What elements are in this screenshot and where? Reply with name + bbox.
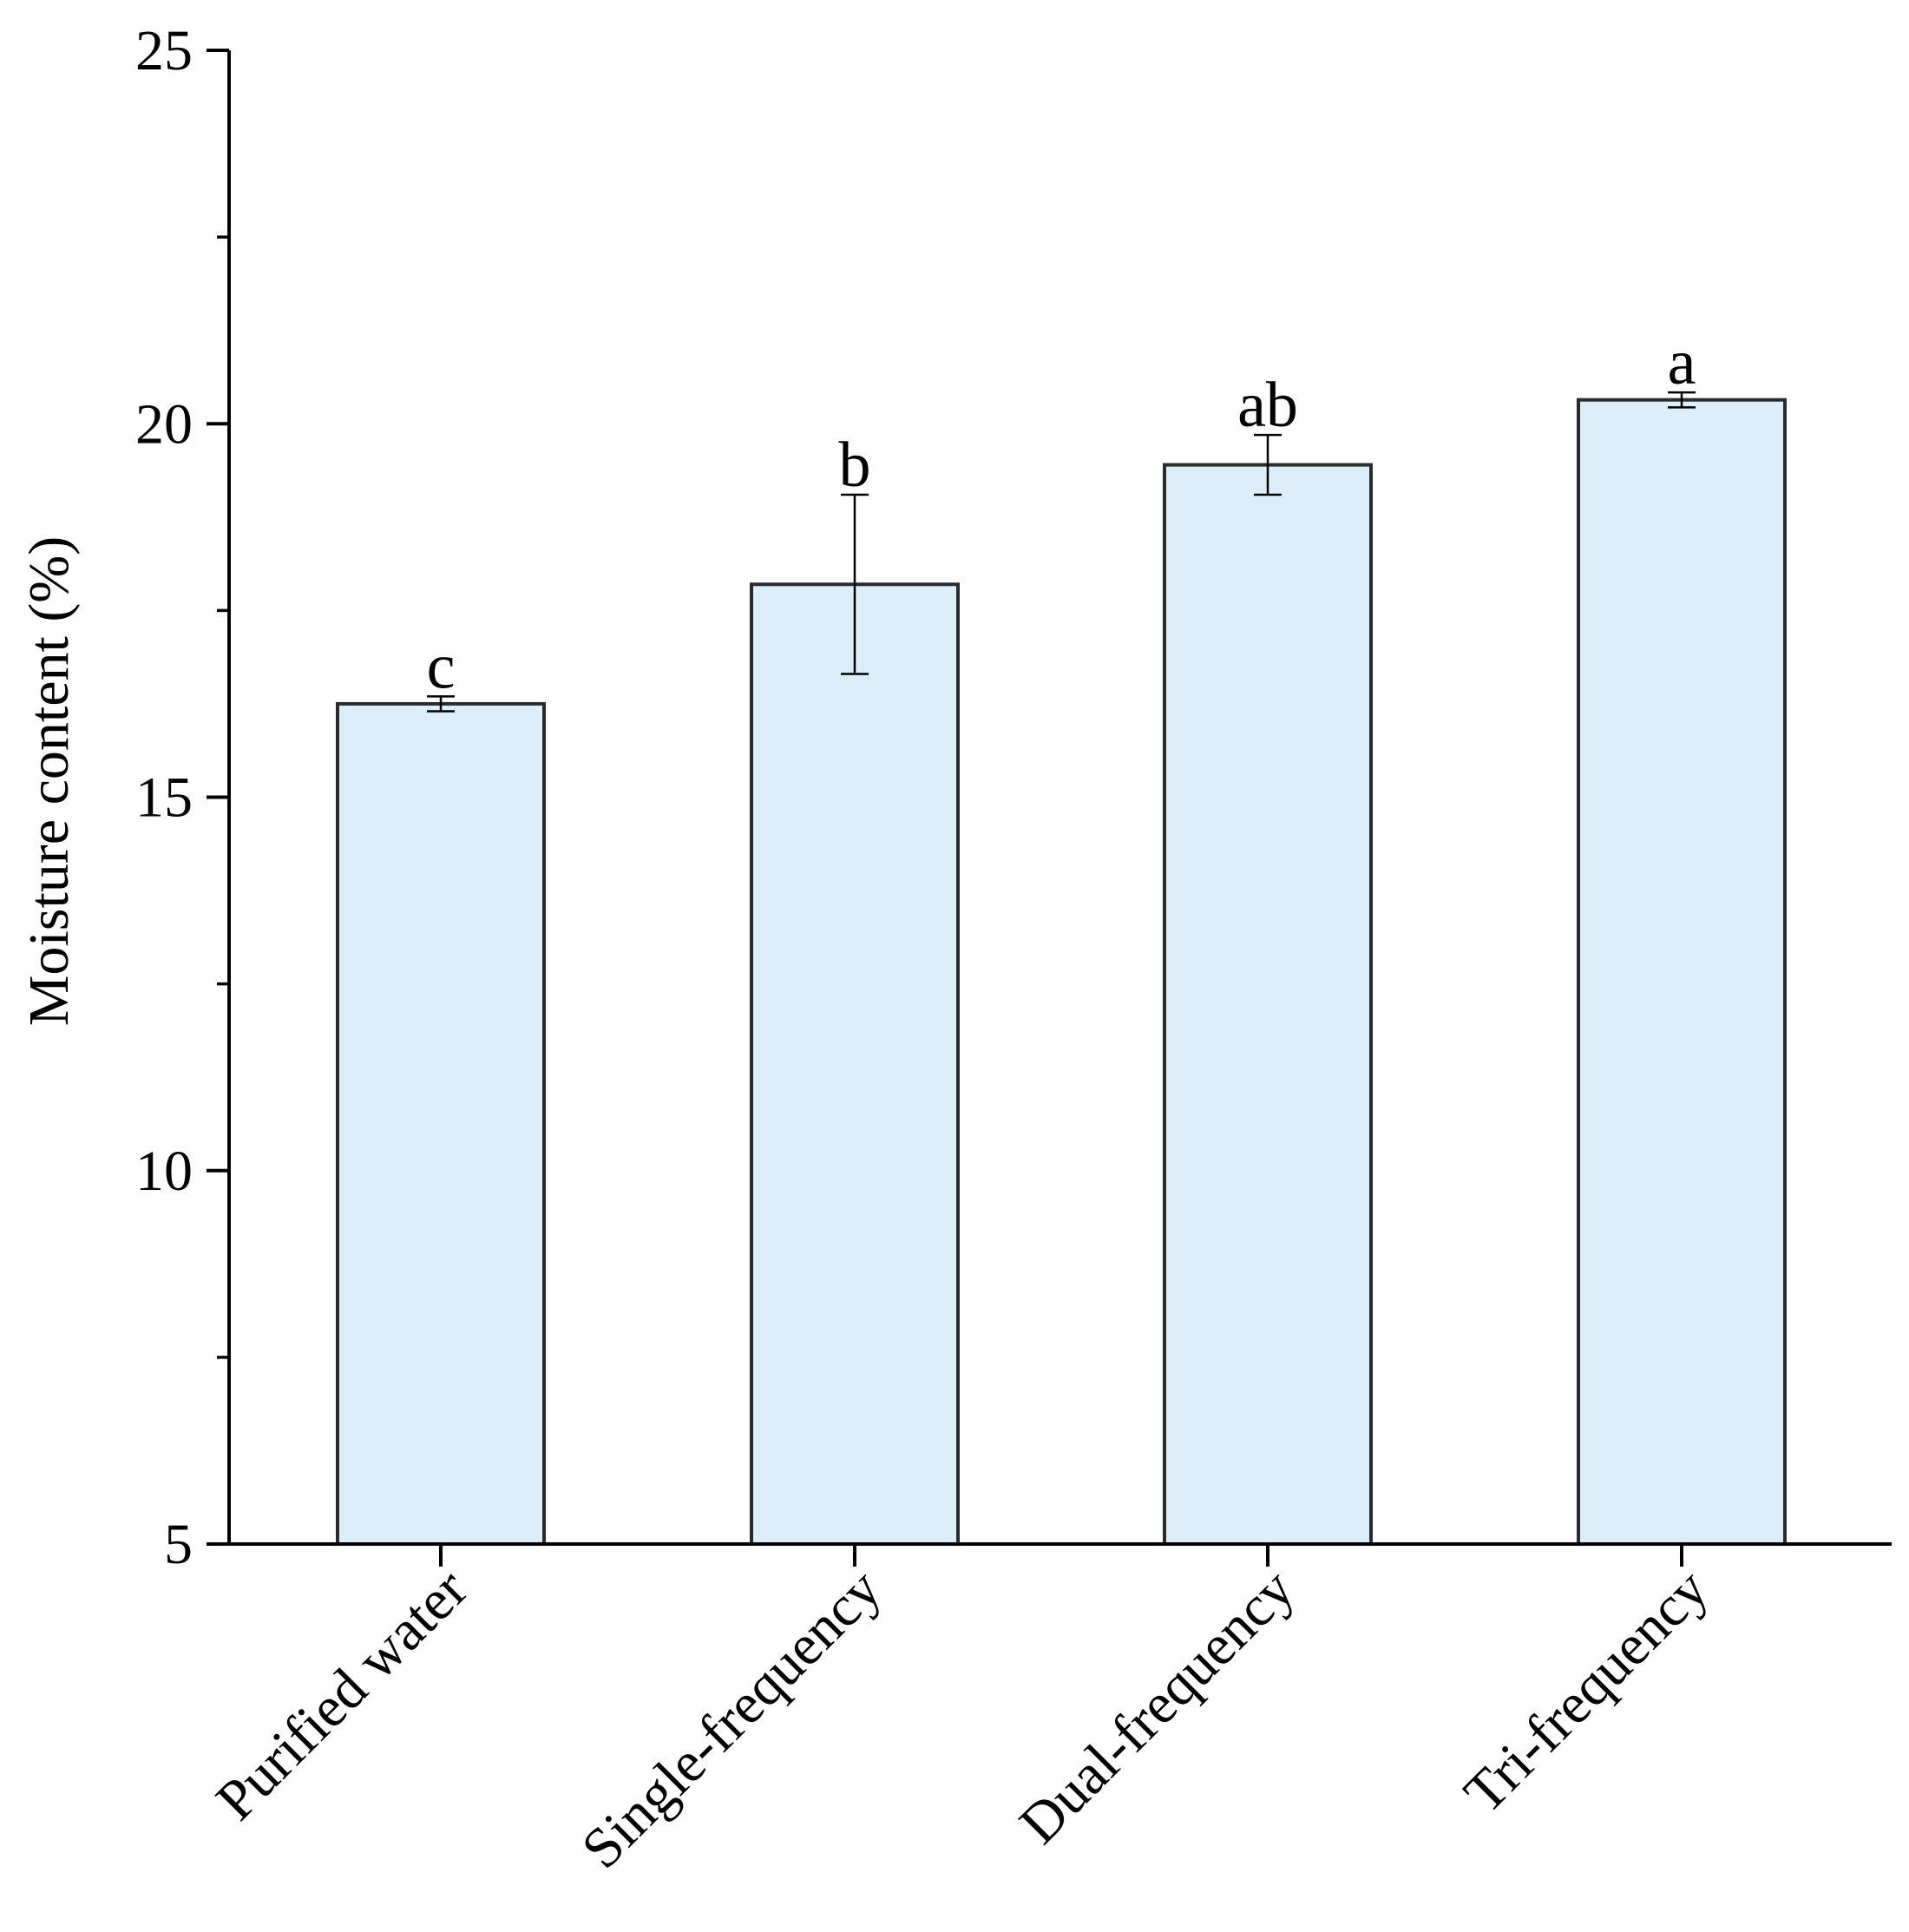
bar-0 xyxy=(336,701,546,1546)
x-tick-label-1: Single-frequency xyxy=(570,1557,894,1881)
y-tick-label-4: 25 xyxy=(135,19,193,82)
bar-3 xyxy=(1577,398,1787,1546)
y-axis-title: Moisture content (%) xyxy=(17,536,81,1027)
y-tick-label-0: 5 xyxy=(164,1513,193,1576)
plot-area: c b ab a 5 10 15 20 25 Purified water Single-frequ… xyxy=(135,19,1892,1881)
y-tick-label-1: 10 xyxy=(135,1140,193,1203)
error-bar-0 xyxy=(427,695,455,713)
error-bar-3 xyxy=(1668,391,1696,409)
significance-label-1: b xyxy=(839,430,871,501)
significance-label-3: a xyxy=(1668,327,1696,398)
y-tick-label-3: 20 xyxy=(135,392,193,456)
x-tick-label-3: Tri-frequency xyxy=(1453,1557,1721,1825)
significance-label-2: ab xyxy=(1237,370,1298,441)
x-tick-label-0: Purified water xyxy=(204,1557,479,1832)
error-bar-1 xyxy=(841,493,869,675)
x-tick-label-2: Dual-frequency xyxy=(1007,1557,1306,1856)
error-bar-2 xyxy=(1254,433,1282,496)
bar-2 xyxy=(1163,463,1373,1546)
significance-label-0: c xyxy=(427,631,456,702)
y-tick-label-2: 15 xyxy=(135,766,193,830)
bar-1 xyxy=(750,582,960,1547)
